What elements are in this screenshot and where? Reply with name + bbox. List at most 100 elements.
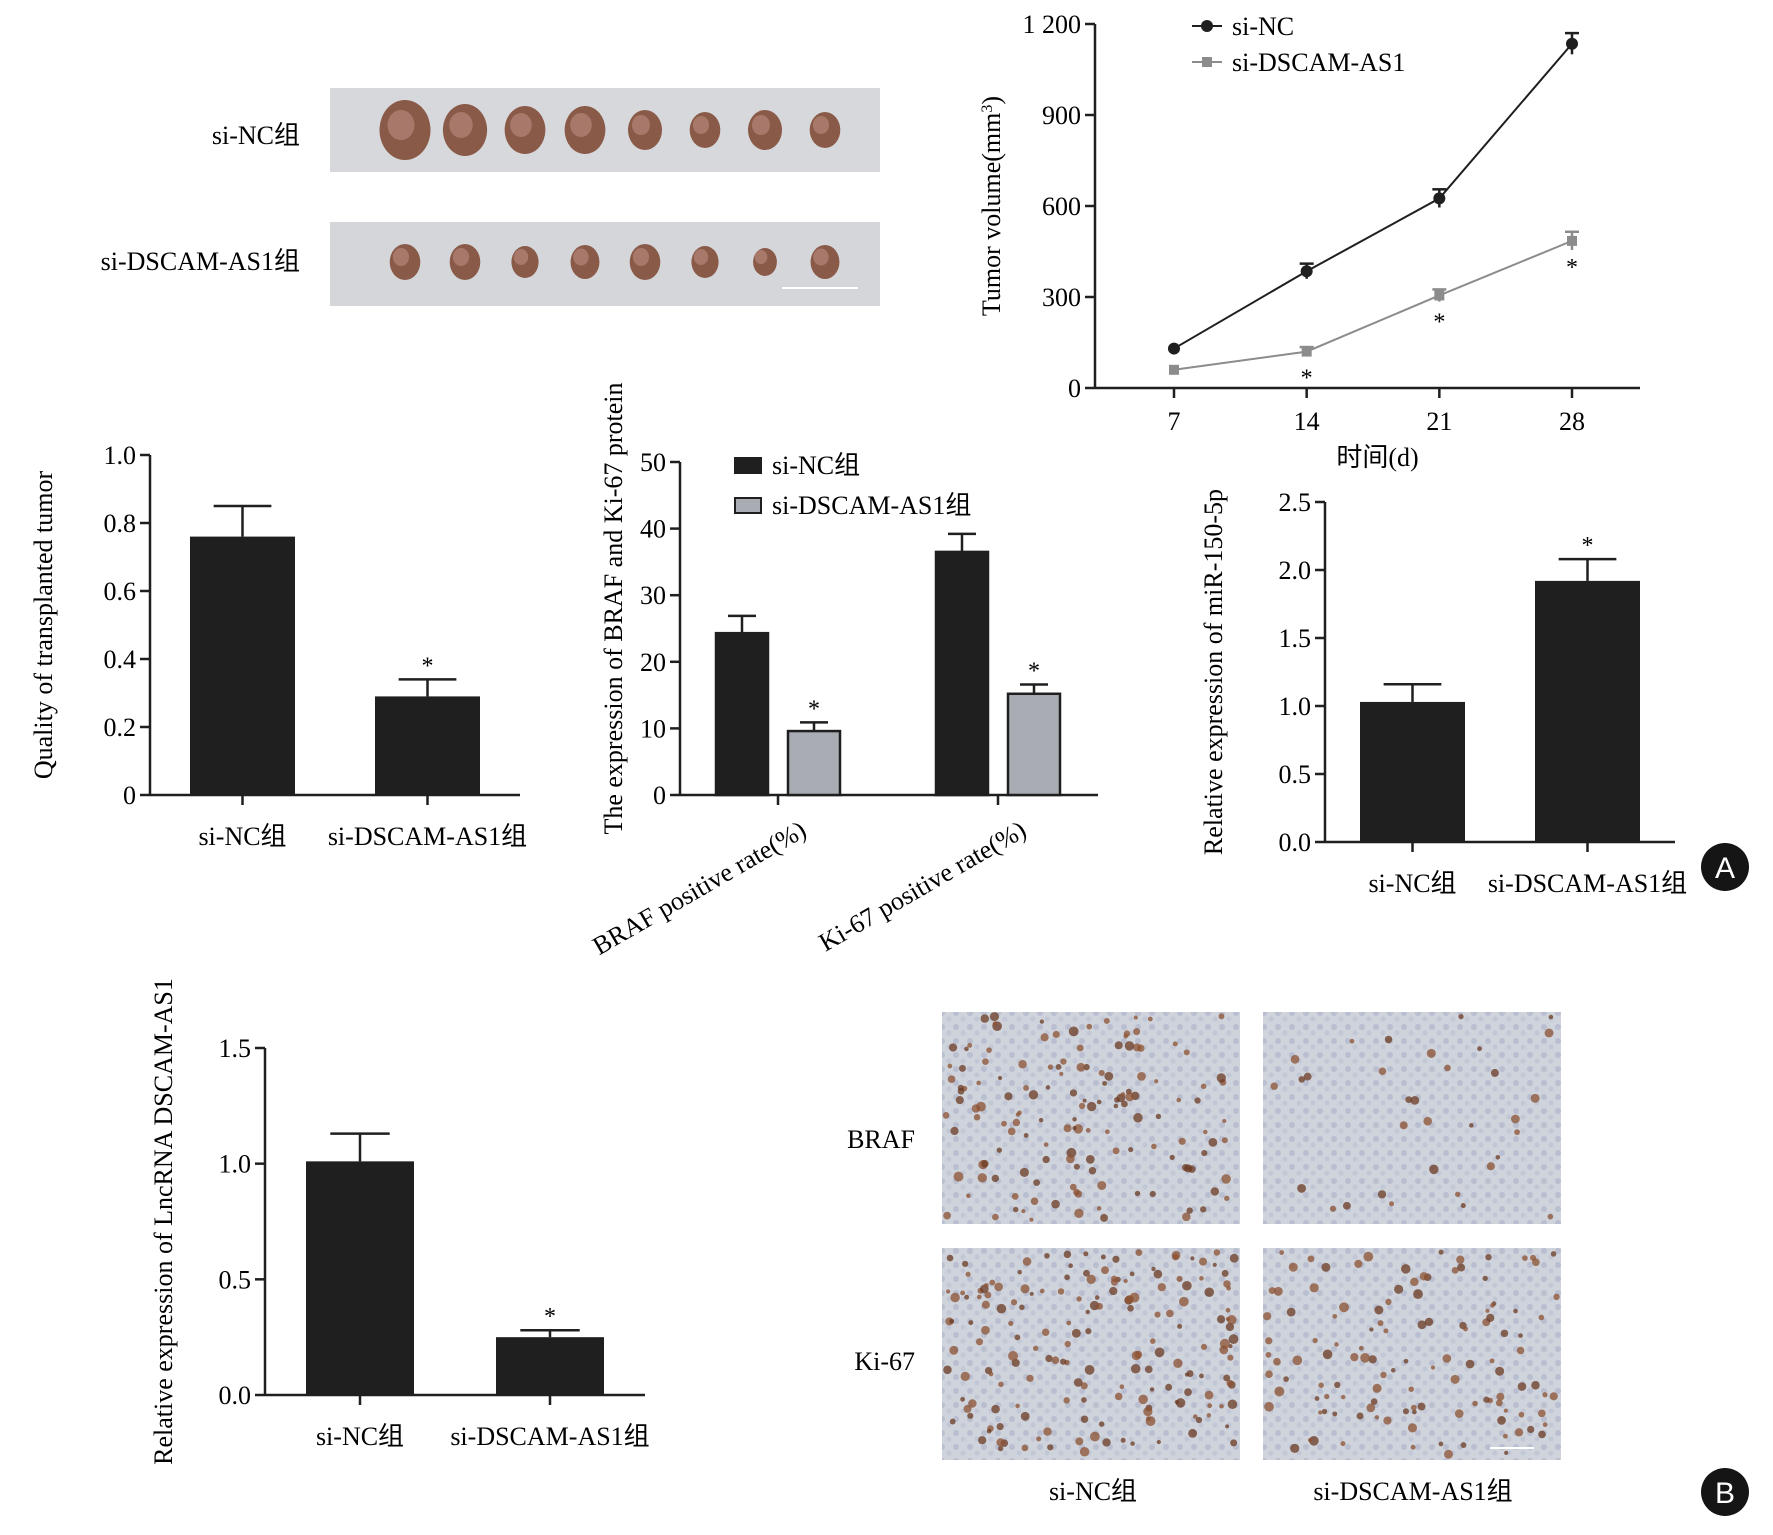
- stain-dot: [1312, 1337, 1318, 1344]
- significance-mark: *: [544, 1304, 556, 1330]
- stain-dot: [1385, 1298, 1392, 1306]
- stain-dot: [947, 1075, 956, 1084]
- stain-dot: [986, 1428, 992, 1434]
- y-tick-label: 1.0: [1279, 692, 1312, 721]
- y-tick-label: 300: [1042, 283, 1081, 312]
- y-tick-label: 600: [1042, 192, 1081, 221]
- stain-dot: [1226, 1315, 1237, 1325]
- stain-dot: [955, 1096, 964, 1105]
- stain-dot: [1013, 1206, 1019, 1213]
- stain-dot: [996, 1422, 1004, 1431]
- y-tick-label: 50: [640, 448, 666, 477]
- stain-dot: [1423, 1116, 1432, 1126]
- stain-dot: [1063, 1250, 1072, 1259]
- stain-dot: [1109, 1286, 1118, 1296]
- stain-dot: [1111, 1275, 1118, 1282]
- stain-dot: [977, 1173, 987, 1183]
- stain-dot: [949, 1418, 956, 1425]
- stain-dot: [1273, 1357, 1281, 1366]
- stain-dot: [1203, 1129, 1208, 1135]
- stain-dot: [1010, 1299, 1018, 1306]
- stain-dot: [1135, 1249, 1143, 1257]
- stain-dot: [958, 1064, 966, 1072]
- stain-dot: [1041, 1328, 1050, 1336]
- stain-dot: [1182, 1212, 1191, 1222]
- stain-dot: [1082, 1098, 1087, 1103]
- stain-dot: [1069, 1089, 1078, 1097]
- y-tick-label: 0.2: [104, 713, 137, 742]
- stain-dot: [1403, 1358, 1409, 1364]
- legend-marker: [1201, 20, 1213, 32]
- stain-dot: [1193, 1414, 1198, 1419]
- stain-dot: [946, 1254, 954, 1262]
- stain-dot: [1390, 1368, 1396, 1373]
- stain-dot: [943, 1211, 951, 1220]
- tumor-highlight: [513, 249, 529, 265]
- stain-dot: [1039, 1019, 1045, 1024]
- stain-dot: [1112, 1147, 1120, 1155]
- tumor-row-label-dscam: si-DSCAM-AS1组: [101, 247, 300, 276]
- stain-dot: [967, 1042, 973, 1048]
- bar: [1006, 692, 1062, 797]
- stain-dot: [1228, 1334, 1239, 1344]
- stain-dot: [962, 1260, 969, 1267]
- stain-dot: [1514, 1129, 1520, 1136]
- x-tick-label: BRAF positive rate(%): [588, 815, 811, 961]
- stain-dot: [1086, 1101, 1097, 1112]
- stain-dot: [1097, 1180, 1107, 1190]
- stain-dot: [1047, 1444, 1054, 1451]
- stain-dot: [1112, 1255, 1120, 1263]
- stain-dot: [1157, 1283, 1166, 1292]
- stain-dot: [1496, 1392, 1505, 1401]
- stain-dot: [1081, 1397, 1087, 1403]
- tumor-highlight: [510, 113, 532, 137]
- stain-dot: [1125, 1295, 1134, 1304]
- stain-dot: [1029, 1291, 1034, 1296]
- stain-dot: [1544, 1028, 1554, 1038]
- y-tick-label: 1.0: [104, 441, 137, 470]
- x-tick-label: si-NC组: [1368, 869, 1456, 898]
- stain-dot: [1354, 1259, 1363, 1268]
- stain-dot: [1171, 1250, 1181, 1260]
- stain-dot: [997, 1445, 1004, 1452]
- y-tick-label: 0: [123, 781, 136, 810]
- stain-dot: [1026, 1374, 1034, 1382]
- stain-dot: [965, 1271, 971, 1277]
- stain-dot: [1399, 1121, 1408, 1130]
- stain-dot: [1298, 1076, 1306, 1083]
- stain-dot: [1127, 1304, 1134, 1312]
- stain-dot: [1133, 1015, 1138, 1020]
- stain-dot: [1008, 1320, 1014, 1327]
- stain-dot: [1076, 1044, 1084, 1052]
- stain-dot: [1044, 1252, 1050, 1259]
- stain-dot: [980, 1014, 990, 1023]
- stain-dot: [1522, 1255, 1528, 1261]
- stain-dot: [1015, 1112, 1021, 1117]
- tumor-highlight: [812, 116, 830, 134]
- data-point: [1168, 342, 1180, 355]
- stain-dot: [1204, 1390, 1214, 1400]
- stain-dot: [1450, 1374, 1460, 1384]
- stain-dot: [1378, 1067, 1387, 1076]
- stain-dot: [1096, 1302, 1103, 1310]
- stain-dot: [1297, 1183, 1307, 1193]
- stain-dot: [971, 1104, 981, 1113]
- stain-dot: [1039, 1288, 1045, 1294]
- stain-dot: [1151, 1266, 1156, 1272]
- stain-dot: [1230, 1439, 1238, 1447]
- y-tick-label: 0.6: [104, 577, 137, 606]
- stain-dot: [1011, 1358, 1020, 1367]
- stain-dot: [963, 1404, 972, 1413]
- stain-dot: [1190, 1256, 1195, 1261]
- stain-dot: [1201, 1150, 1208, 1157]
- stain-dot: [1538, 1430, 1546, 1439]
- stain-dot: [1137, 1071, 1146, 1081]
- stain-dot: [960, 1371, 970, 1382]
- y-axis-label: The expression of BRAF and Ki-67 protein: [599, 382, 628, 834]
- y-tick-label: 2.0: [1279, 556, 1312, 585]
- stain-dot: [1283, 1376, 1289, 1382]
- stain-dot: [1052, 1030, 1060, 1039]
- stain-dot: [1516, 1346, 1525, 1355]
- stain-dot: [1068, 1026, 1079, 1037]
